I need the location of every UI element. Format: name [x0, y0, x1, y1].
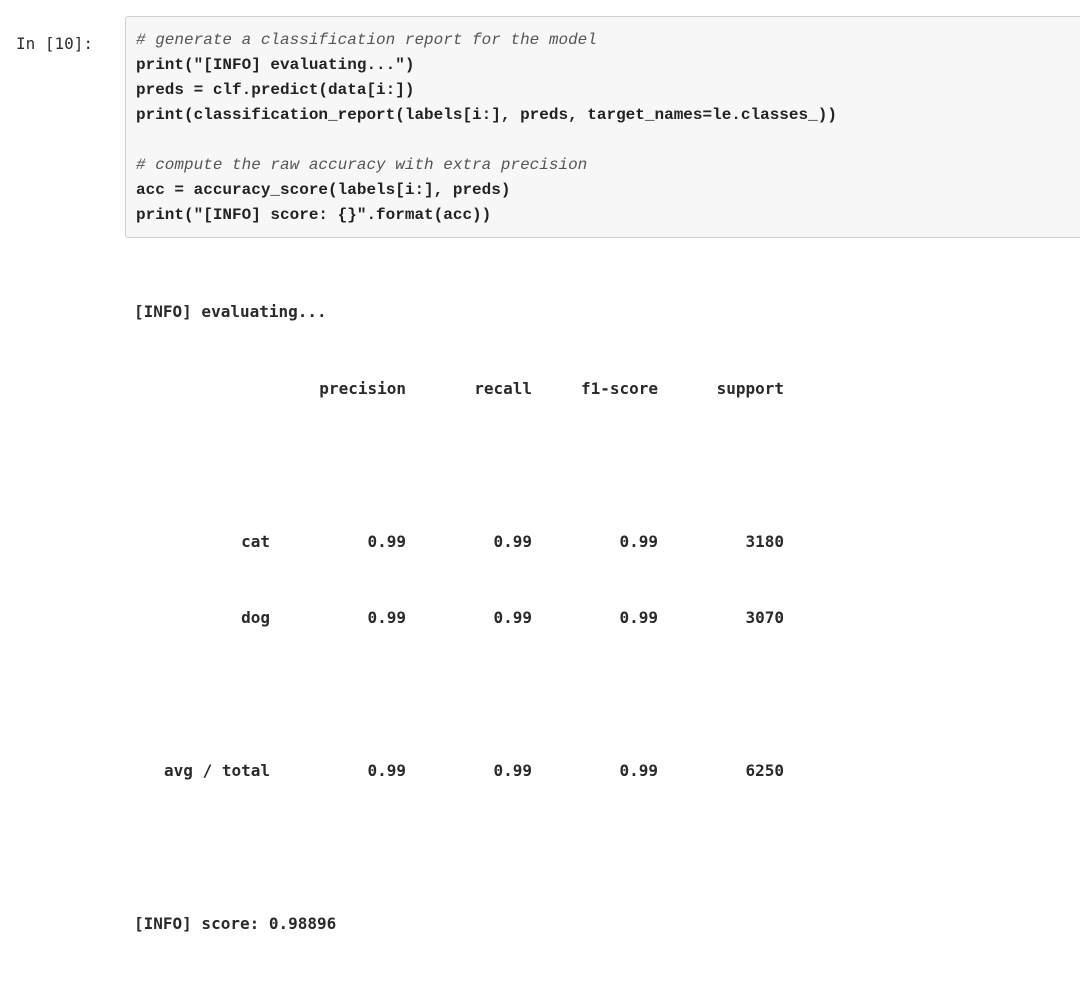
report-cell-precision: 0.99	[367, 608, 406, 627]
report-header-f1: f1-score	[580, 378, 658, 398]
code-line: print("[INFO] score: {}".format(acc))	[136, 206, 492, 224]
report-cell-support: 6250	[745, 761, 784, 780]
output-line-score: [INFO] score: 0.98896	[134, 914, 337, 933]
report-cell-precision: 0.99	[367, 531, 406, 551]
report-cell-f1: 0.99	[619, 608, 658, 627]
output-blank-line	[134, 682, 784, 708]
code-line-blank	[136, 128, 837, 153]
code-line-comment: # compute the raw accuracy with extra pr…	[136, 156, 588, 174]
report-header-recall: recall	[474, 378, 532, 398]
output-blank-line	[134, 835, 784, 861]
output-line-evaluating: [INFO] evaluating...	[134, 302, 327, 321]
report-cell-label: avg / total	[164, 761, 270, 780]
code-line: preds = clf.predict(data[i:])	[136, 81, 415, 99]
cell-prompt: In [10]:	[16, 34, 94, 53]
output-blank-line	[134, 452, 784, 478]
code-line: acc = accuracy_score(labels[i:], preds)	[136, 181, 511, 199]
report-row-dog: dog 0.99 0.99 0.99 3070	[134, 605, 784, 631]
report-cell-f1: 0.99	[619, 761, 658, 780]
report-header-support: support	[716, 378, 784, 398]
report-cell-f1: 0.99	[619, 531, 658, 551]
code-line: print("[INFO] evaluating...")	[136, 56, 415, 74]
cell-output: [INFO] evaluating... precision recall f1-s…	[134, 248, 784, 988]
report-cell-support: 3070	[745, 608, 784, 627]
report-cell-recall: 0.99	[493, 608, 532, 627]
report-row-cat: cat 0.99 0.99 0.99 3180	[134, 529, 784, 555]
report-cell-recall: 0.99	[493, 531, 532, 551]
report-header-row: precision recall f1-score support	[134, 376, 784, 402]
report-cell-recall: 0.99	[493, 761, 532, 780]
code-input-area[interactable]: # generate a classification report for t…	[125, 16, 1080, 238]
report-header-precision: precision	[319, 378, 406, 398]
report-cell-support: 3180	[745, 531, 784, 551]
code-line-comment: # generate a classification report for t…	[136, 31, 597, 49]
notebook-code-cell: In [10]: # generate a classification rep…	[16, 16, 1080, 933]
report-cell-precision: 0.99	[367, 761, 406, 780]
report-cell-label: dog	[241, 608, 270, 627]
code-line: print(classification_report(labels[i:], …	[136, 106, 837, 124]
report-cell-label: cat	[241, 531, 270, 551]
code-editor[interactable]: # generate a classification report for t…	[136, 28, 837, 228]
report-row-total: avg / total 0.99 0.99 0.99 6250	[134, 758, 784, 784]
